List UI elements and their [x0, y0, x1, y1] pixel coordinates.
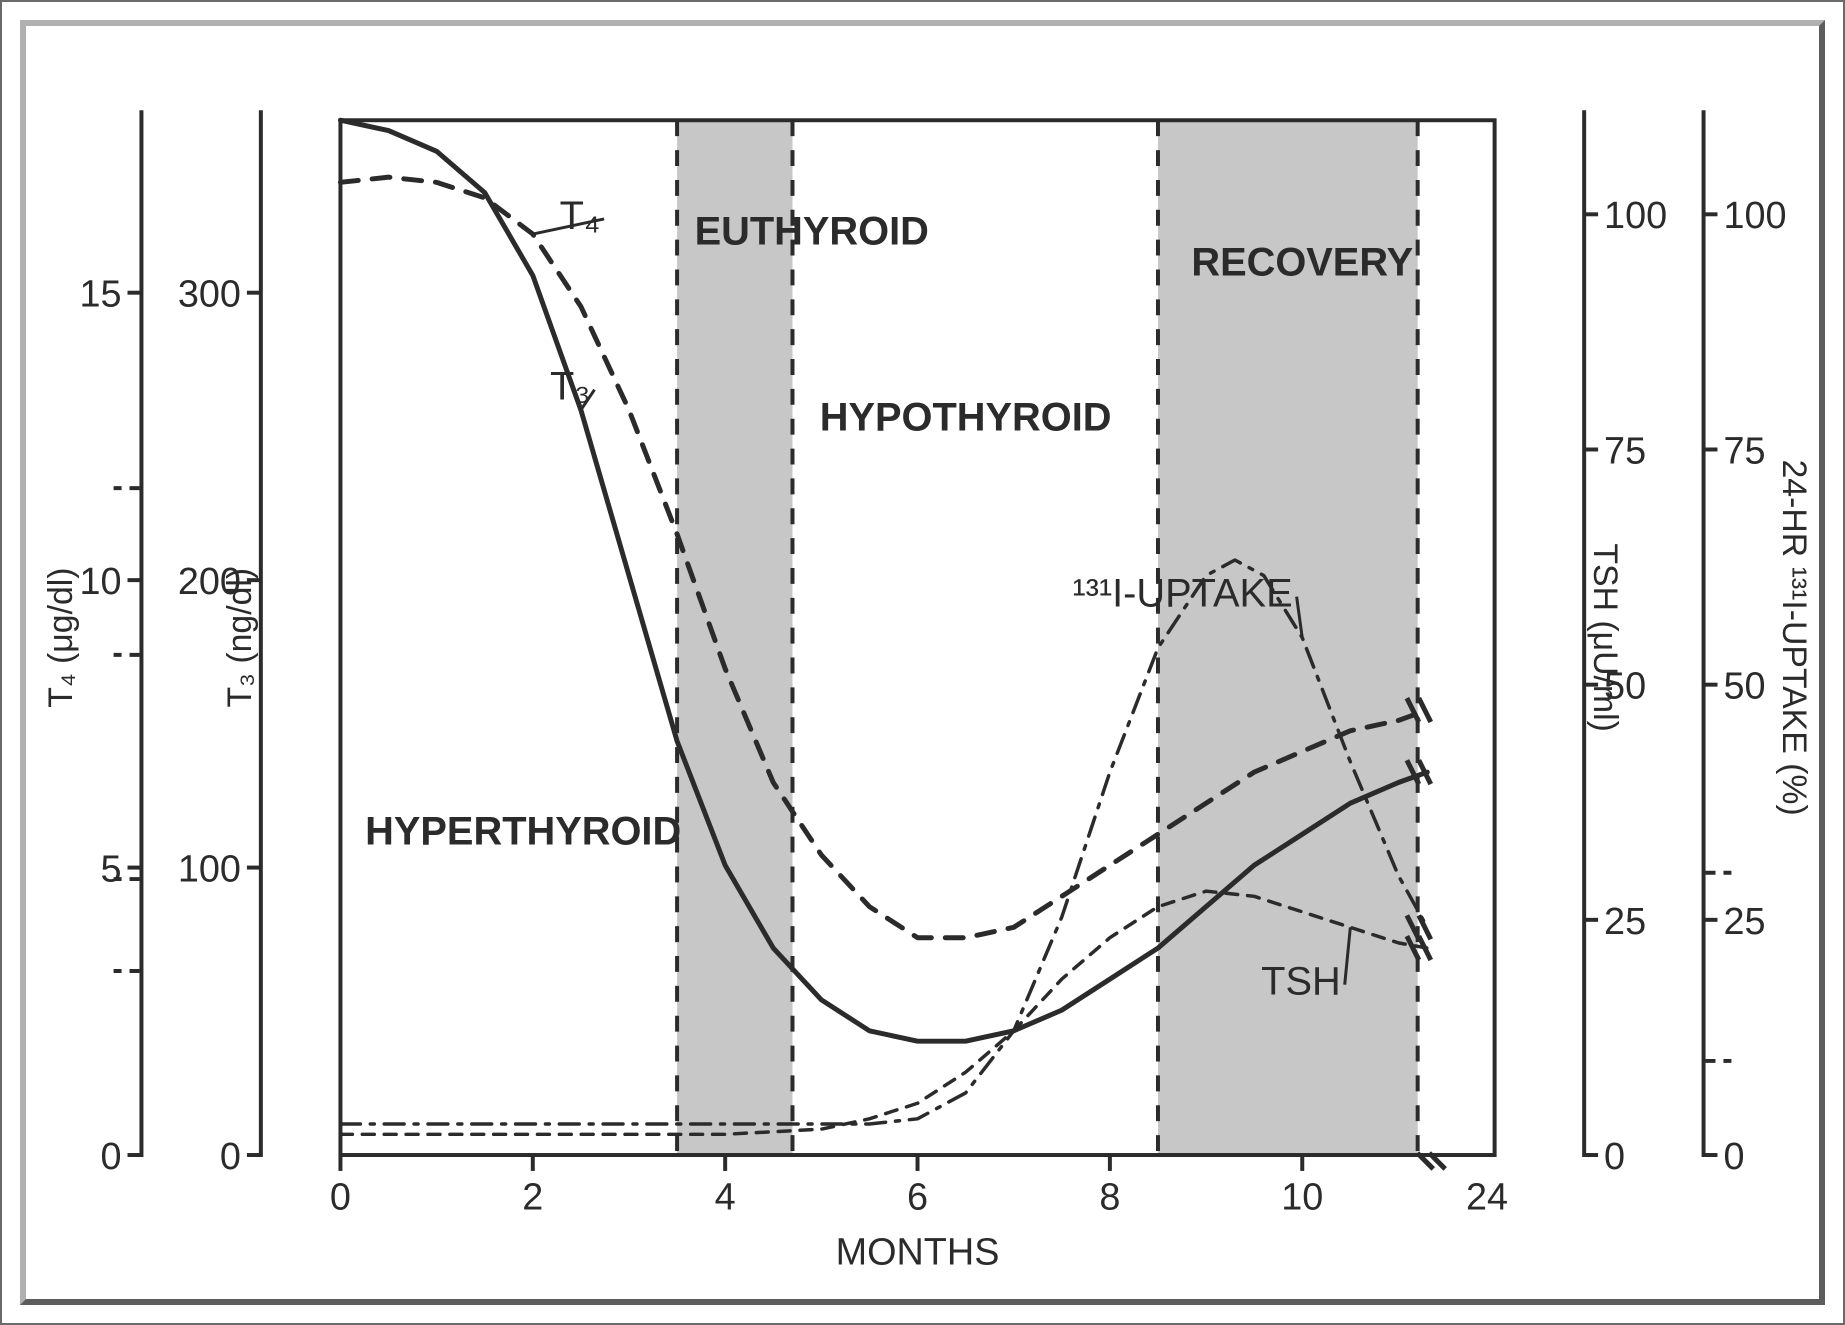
phase-label-0: HYPERTHYROID — [365, 810, 681, 854]
t3-axis-tick-label: 300 — [178, 274, 241, 316]
x-tick-label: 8 — [1099, 1177, 1120, 1219]
t3-axis-label: T₃ (ng/dl) — [221, 568, 259, 708]
t4-axis-tick-label: 0 — [101, 1136, 122, 1178]
tsh-axis-tick-label: 75 — [1604, 430, 1646, 472]
uptake-axis-tick-label: 0 — [1723, 1136, 1744, 1178]
phase-label-1: EUTHYROID — [695, 209, 929, 253]
uptake-axis-label: 24-HR ¹³¹I-UPTAKE (%) — [1775, 459, 1813, 815]
figure-frame: 0 5 10 15 T₄ (μg/dl) 0 100 2 0 0 300 T₃ (ng/dl) 0 25 5… — [0, 0, 1845, 1325]
x-tick-label: 0 — [330, 1177, 351, 1219]
x-tick-label: 4 — [715, 1177, 736, 1219]
t4-axis-tick-label: 15 — [80, 274, 122, 316]
figure-bevel: 0 5 10 15 T₄ (μg/dl) 0 100 2 0 0 300 T₃ (ng/dl) 0 25 5… — [20, 20, 1825, 1305]
tsh-axis-label: TSH (μU/ml) — [1586, 543, 1624, 732]
series-tsh-label: TSH — [1261, 960, 1341, 1004]
series-uptake-label: ¹³¹I-UPTAKE — [1072, 572, 1292, 616]
x-tick-label: 10 — [1281, 1177, 1323, 1219]
series-t3-label: T₃ — [550, 365, 591, 409]
series-break-mark — [1419, 698, 1431, 722]
t3-axis-tick-label: 0 — [220, 1136, 241, 1178]
x-axis-title: MONTHS — [836, 1231, 1000, 1273]
t4-axis-tick-label: 10 — [80, 561, 122, 603]
chart-canvas: 0 5 10 15 T₄ (μg/dl) 0 100 2 0 0 300 T₃ (ng/dl) 0 25 5… — [32, 32, 1813, 1293]
t4-axis-label: T₄ (μg/dl) — [42, 567, 80, 707]
uptake-axis-tick-label: 100 — [1723, 195, 1786, 237]
tsh-axis-tick-label: 25 — [1604, 901, 1646, 943]
phase-label-2: HYPOTHYROID — [820, 396, 1112, 440]
thyroid-phase-chart: 0 5 10 15 T₄ (μg/dl) 0 100 2 0 0 300 T₃ (ng/dl) 0 25 5… — [32, 32, 1813, 1293]
t3-axis-tick-label: 100 — [178, 849, 241, 891]
x-tick-label: 6 — [907, 1177, 928, 1219]
series-t4-label: T₄ — [560, 194, 601, 238]
uptake-axis-tick-label: 25 — [1723, 901, 1765, 943]
tsh-axis-tick-label: 0 — [1604, 1136, 1625, 1178]
uptake-axis-tick-label: 50 — [1723, 666, 1765, 708]
phase-band-0 — [677, 120, 792, 1155]
x-tick-label-break: 24 — [1466, 1177, 1508, 1219]
uptake-axis-tick-label: 75 — [1723, 430, 1765, 472]
phase-label-3: RECOVERY — [1191, 240, 1413, 284]
tsh-axis-tick-label: 100 — [1604, 195, 1667, 237]
t4-axis-tick-label: 5 — [101, 849, 122, 891]
x-tick-label: 2 — [522, 1177, 543, 1219]
